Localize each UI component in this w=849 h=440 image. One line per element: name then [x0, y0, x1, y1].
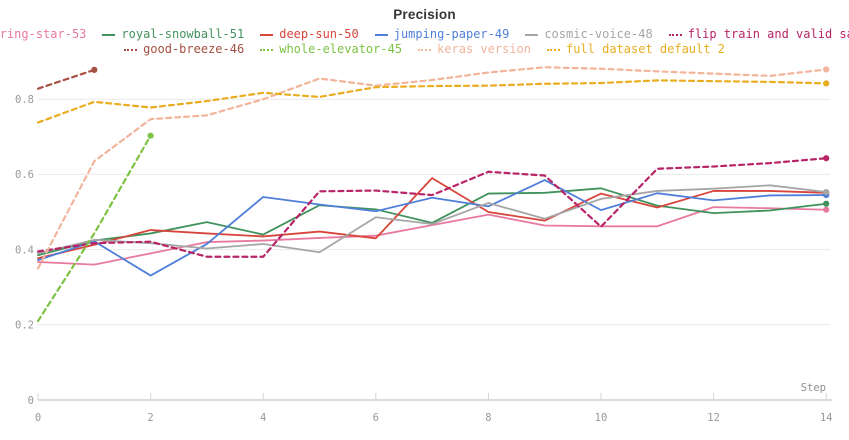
y-tick-label: 0.4: [15, 244, 34, 256]
legend-label: cosmic-voice-48: [544, 27, 653, 41]
legend-label: flip train and valid sample: [687, 27, 849, 41]
series-line-flip-train-and-valid-sample: [36, 157, 828, 258]
y-tick-label: 0.6: [15, 169, 34, 181]
series-endpoint-cosmic-voice-48: [823, 188, 830, 196]
series-line-full-dataset-default-2: [36, 79, 828, 124]
dashed-line-swatch-icon: [124, 48, 138, 51]
legend-item-full-dataset-default-2[interactable]: full dataset default 2: [546, 42, 725, 57]
y-tick-label: 0.8: [15, 94, 34, 106]
y-tick-label: 0.2: [15, 320, 34, 332]
y-tick-label: 0: [28, 395, 34, 407]
x-tick-label: 4: [260, 412, 266, 424]
series-line-cosmic-voice-48: [37, 184, 828, 255]
series-endpoint-full-dataset-default-2: [823, 80, 830, 87]
legend-item-spring-star-53[interactable]: spring-star-53: [0, 27, 86, 42]
dashed-line-swatch-icon: [668, 33, 682, 36]
series-line-whole-elevator-45: [36, 134, 152, 323]
series-line-keras-version: [36, 66, 828, 270]
series-line-good-breeze-46: [36, 68, 96, 90]
series-endpoint-whole-elevator-45: [147, 132, 154, 139]
legend-label: royal-snowball-51: [121, 27, 245, 41]
legend-label: full dataset default 2: [565, 42, 725, 56]
series-endpoint-flip-train-and-valid-sample: [823, 155, 830, 162]
legend-item-good-breeze-46[interactable]: good-breeze-46: [124, 42, 244, 57]
series-endpoint-spring-star-53: [823, 206, 830, 213]
legend-label: spring-star-53: [0, 27, 87, 41]
solid-line-swatch-icon: [374, 33, 388, 36]
x-axis-title: Step: [801, 382, 826, 394]
x-tick-label: 0: [35, 412, 41, 424]
legend-item-keras-version[interactable]: keras version: [418, 42, 531, 57]
legend-item-whole-elevator-45[interactable]: whole-elevator-45: [260, 42, 402, 57]
legend-item-jumping-paper-49[interactable]: jumping-paper-49: [374, 27, 510, 42]
solid-line-swatch-icon: [525, 33, 539, 36]
legend-item-royal-snowball-51[interactable]: royal-snowball-51: [102, 27, 244, 42]
chart-title: Precision: [393, 7, 456, 22]
series-endpoint-good-breeze-46: [91, 66, 98, 73]
legend-row-2: good-breeze-46 whole-elevator-45 keras ver…: [0, 42, 849, 57]
x-tick-label: 6: [373, 412, 379, 424]
series-line-deep-sun-50: [37, 177, 828, 260]
series-endpoint-keras-version: [823, 66, 830, 73]
legend-item-deep-sun-50[interactable]: deep-sun-50: [260, 27, 359, 42]
x-tick-label: 14: [820, 412, 833, 424]
x-tick-label: 8: [485, 412, 491, 424]
legend-item-flip-train-and-valid-sample[interactable]: flip train and valid sample: [668, 27, 849, 42]
legend-label: keras version: [437, 42, 531, 56]
legend-label: whole-elevator-45: [279, 42, 403, 56]
dashed-line-swatch-icon: [546, 48, 560, 51]
series-line-jumping-paper-49: [37, 179, 828, 277]
solid-line-swatch-icon: [260, 33, 274, 36]
dashed-line-swatch-icon: [418, 48, 432, 51]
legend-label: jumping-paper-49: [393, 27, 510, 41]
dashed-line-swatch-icon: [260, 48, 274, 51]
legend-row-1: spring-star-53 royal-snowball-51 deep-sun-…: [0, 27, 849, 42]
legend-label: good-breeze-46: [143, 42, 245, 56]
x-tick-label: 10: [595, 412, 608, 424]
legend-item-cosmic-voice-48[interactable]: cosmic-voice-48: [525, 27, 653, 42]
solid-line-swatch-icon: [102, 33, 116, 36]
x-tick-label: 12: [707, 412, 720, 424]
x-tick-label: 2: [147, 412, 153, 424]
series-line-spring-star-53: [37, 206, 828, 266]
series-line-royal-snowball-51: [37, 187, 828, 257]
legend-label: deep-sun-50: [279, 27, 359, 41]
series-endpoint-royal-snowball-51: [823, 200, 830, 207]
